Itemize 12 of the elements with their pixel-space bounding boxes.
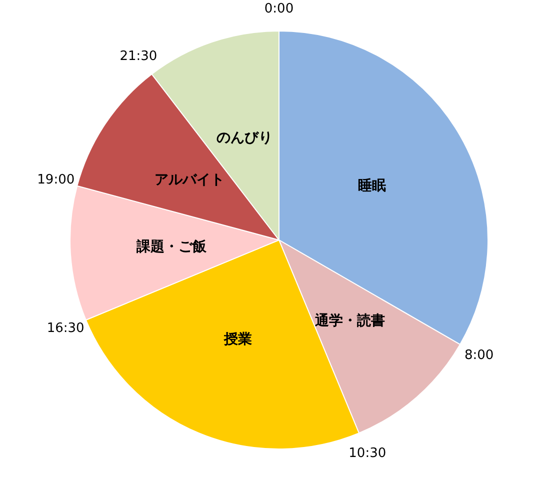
slice-label: 授業	[222, 331, 252, 348]
text: 10:30	[348, 446, 386, 461]
text: 21:30	[120, 49, 158, 64]
slice-label: 睡眠	[358, 178, 386, 194]
text: 8:00	[464, 348, 494, 363]
slice-label: 課題・ご飯	[136, 238, 208, 256]
text: 16:30	[46, 320, 84, 336]
slice-label: アルバイト	[154, 172, 225, 188]
slice-label: のんびり	[216, 130, 272, 146]
text: 19:00	[37, 172, 75, 188]
slice-label: 通学・読書	[314, 312, 385, 329]
text: 0:00	[264, 2, 294, 16]
